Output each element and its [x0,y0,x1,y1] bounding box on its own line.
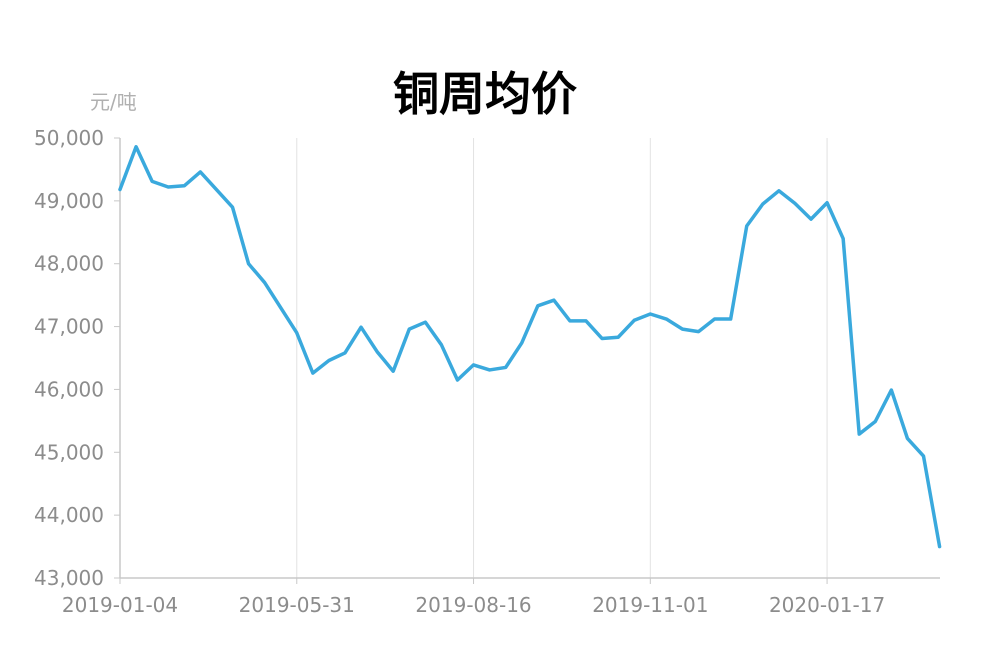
x-tick-label: 2019-01-04 [62,593,178,617]
x-tick-label: 2019-05-31 [239,593,355,617]
y-tick-label: 44,000 [34,503,104,527]
series-line [118,145,942,549]
x-tick-label: 2020-01-17 [769,593,885,617]
y-tick-label: 49,000 [34,189,104,213]
y-tick-label: 50,000 [34,126,104,150]
y-unit-label: 元/吨 [90,90,137,114]
y-tick-label: 45,000 [34,440,104,464]
y-tick-label: 43,000 [34,566,104,590]
y-tick-label: 46,000 [34,377,104,401]
y-tick-label: 47,000 [34,315,104,339]
x-tick-label: 2019-11-01 [592,593,708,617]
y-tick-label: 48,000 [34,252,104,276]
x-tick-label: 2019-08-16 [415,593,531,617]
chart-title: 铜周均价 [393,67,577,121]
